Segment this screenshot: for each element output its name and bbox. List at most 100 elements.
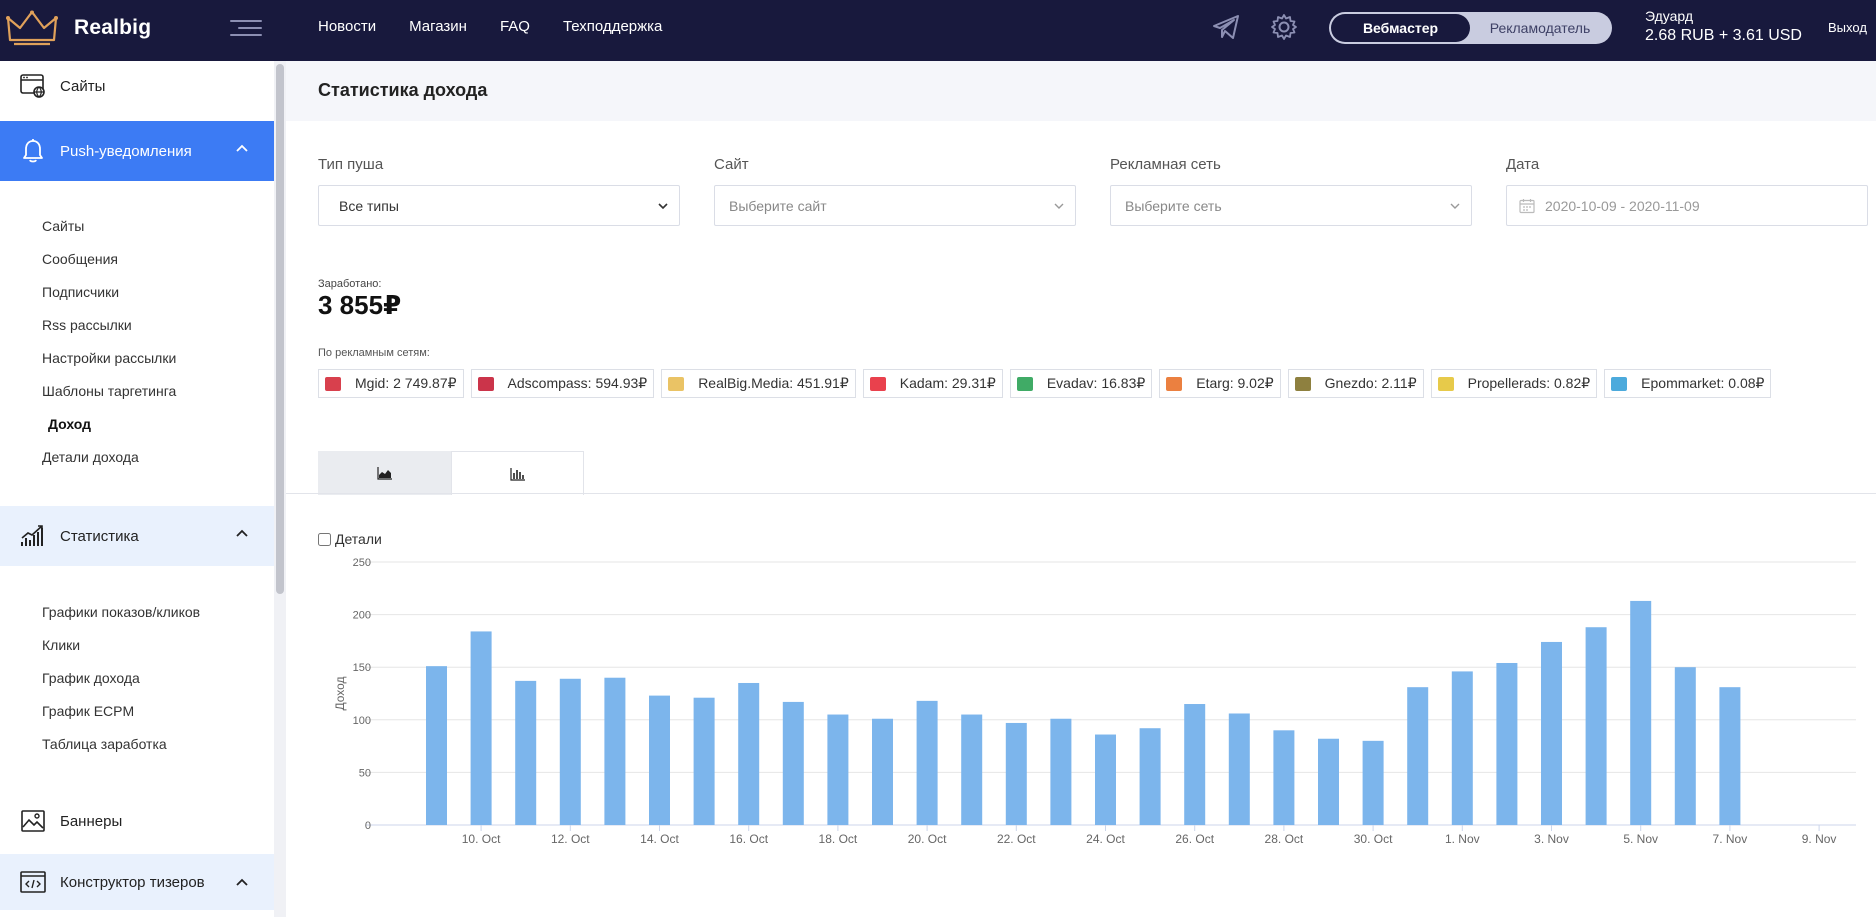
x-tick-label: 22. Oct	[997, 832, 1036, 846]
sidebar-subitem-subscribers[interactable]: Подписчики	[42, 284, 120, 300]
network-chip-label: RealBig.Media: 451.91₽	[698, 375, 849, 391]
tab-bar-chart[interactable]	[451, 451, 584, 495]
user-info[interactable]: Эдуард 2.68 RUB + 3.61 USD	[1645, 8, 1802, 45]
networks-label: По рекламным сетям:	[318, 347, 430, 359]
network-chip: Epommarket: 0.08₽	[1604, 369, 1772, 398]
network-chip: Kadam: 29.31₽	[862, 369, 1003, 398]
y-axis-label: Доход	[333, 676, 347, 710]
earned-value: 3 855₽	[318, 290, 402, 320]
sidebar-subitem-income-chart[interactable]: График дохода	[42, 670, 140, 686]
bar	[1228, 713, 1250, 825]
details-label: Детали	[335, 531, 382, 547]
bar	[1630, 600, 1652, 825]
bar	[1451, 671, 1473, 825]
sidebar-subitem-targeting-templates[interactable]: Шаблоны таргетинга	[42, 383, 177, 399]
sidebar-subitem-income-details[interactable]: Детали дохода	[42, 449, 139, 465]
chart-growth-icon	[18, 521, 48, 551]
push-type-select[interactable]: Все типы	[318, 185, 680, 226]
logo[interactable]: Realbig	[6, 10, 151, 46]
sidebar-subitem-income[interactable]: Доход	[48, 416, 92, 432]
sidebar-item-label: Конструктор тизеров	[60, 873, 205, 891]
x-tick-label: 20. Oct	[908, 832, 947, 846]
network-logo-icon	[1432, 370, 1460, 397]
x-tick-label: 16. Oct	[729, 832, 768, 846]
sidebar-scrollbar-thumb[interactable]	[276, 64, 284, 594]
menu-toggle-icon[interactable]	[230, 15, 262, 39]
x-tick-label: 18. Oct	[819, 832, 858, 846]
x-tick-label: 5. Nov	[1623, 832, 1658, 846]
sidebar-subitem-messages[interactable]: Сообщения	[42, 251, 118, 267]
bar	[872, 718, 893, 825]
nav-support[interactable]: Техподдержка	[562, 18, 663, 35]
bell-icon	[18, 136, 48, 166]
code-window-icon	[18, 867, 48, 897]
bar	[916, 700, 938, 825]
sidebar-subitem-mailing-settings[interactable]: Настройки рассылки	[42, 350, 177, 366]
nav-shop[interactable]: Магазин	[409, 18, 467, 35]
sidebar-subitem-impressions-charts[interactable]: Графики показов/кликов	[42, 604, 201, 620]
user-balance: 2.68 RUB + 3.61 USD	[1645, 27, 1802, 44]
tab-area-chart[interactable]	[318, 451, 451, 495]
image-icon	[18, 806, 48, 836]
network-chip-label: Adscompass: 594.93₽	[507, 375, 648, 391]
x-tick-label: 1. Nov	[1445, 832, 1480, 846]
sidebar-item-label: Сайты	[60, 77, 106, 95]
nav-news[interactable]: Новости	[318, 18, 377, 35]
bar	[782, 701, 804, 825]
sidebar-subitem-sites[interactable]: Сайты	[42, 218, 85, 234]
bar	[1496, 662, 1518, 825]
bar	[1005, 722, 1027, 825]
y-tick-label: 0	[365, 820, 371, 832]
area-chart-icon	[376, 467, 392, 480]
role-toggle: Вебмастер Рекламодатель	[1329, 12, 1612, 44]
bar	[1541, 641, 1562, 825]
network-logo-icon	[1011, 370, 1039, 397]
bar	[1674, 667, 1696, 825]
sidebar-item-statistics[interactable]: Статистика	[0, 506, 274, 566]
bar	[1184, 704, 1206, 825]
sidebar-subitem-clicks[interactable]: Клики	[42, 637, 81, 653]
telegram-icon[interactable]	[1212, 14, 1240, 40]
sidebar-item-label: Баннеры	[60, 812, 123, 830]
y-tick-label: 50	[359, 767, 371, 779]
sidebar-item-sites[interactable]: Сайты	[0, 61, 274, 111]
chevron-down-icon	[1450, 203, 1460, 209]
network-logo-icon	[662, 370, 690, 397]
gear-icon[interactable]	[1270, 13, 1298, 41]
sidebar-item-teasers[interactable]: Конструктор тизеров	[0, 854, 274, 910]
bar	[1318, 738, 1339, 825]
sidebar-subitem-earnings-table[interactable]: Таблица заработка	[42, 736, 167, 752]
bar	[515, 680, 537, 825]
network-chips: Mgid: 2 749.87₽ Adscompass: 594.93₽ RealBi…	[318, 369, 1772, 398]
bar	[1585, 627, 1607, 825]
sidebar-item-banners[interactable]: Баннеры	[0, 796, 274, 846]
details-checkbox[interactable]: Детали	[318, 531, 382, 547]
calendar-icon	[1519, 198, 1535, 213]
network-chip-label: Gnezdo: 2.11₽	[1324, 375, 1417, 391]
role-advertiser-button[interactable]: Рекламодатель	[1489, 20, 1591, 36]
network-placeholder: Выберите сеть	[1125, 197, 1222, 214]
top-bar: Realbig Новости Магазин FAQ Техподдержка…	[0, 0, 1876, 61]
nav-faq[interactable]: FAQ	[499, 18, 530, 35]
bar	[1719, 687, 1741, 825]
date-range-input[interactable]: 2020-10-09 - 2020-11-09	[1506, 185, 1868, 226]
chevron-up-icon	[236, 878, 248, 886]
x-tick-label: 14. Oct	[640, 832, 679, 846]
logout-link[interactable]: Выход	[1828, 20, 1867, 35]
bar	[693, 697, 715, 825]
role-webmaster-button[interactable]: Вебмастер	[1331, 14, 1470, 42]
bar	[559, 678, 581, 825]
bar	[1362, 740, 1384, 825]
sidebar-subitem-rss[interactable]: Rss рассылки	[42, 317, 132, 333]
details-checkbox-input[interactable]	[318, 532, 331, 546]
x-tick-label: 30. Oct	[1354, 832, 1393, 846]
sidebar-item-push[interactable]: Push-уведомления	[0, 121, 274, 181]
chevron-up-icon	[236, 144, 248, 152]
user-name: Эдуард	[1645, 8, 1694, 24]
site-select[interactable]: Выберите сайт	[714, 185, 1076, 226]
network-chip-label: Mgid: 2 749.87₽	[355, 375, 457, 391]
sidebar-subitem-ecpm-chart[interactable]: График ECPM	[42, 703, 135, 719]
network-logo-icon	[1160, 370, 1188, 397]
tabs-divider	[286, 493, 1876, 494]
network-select[interactable]: Выберите сеть	[1110, 185, 1472, 226]
